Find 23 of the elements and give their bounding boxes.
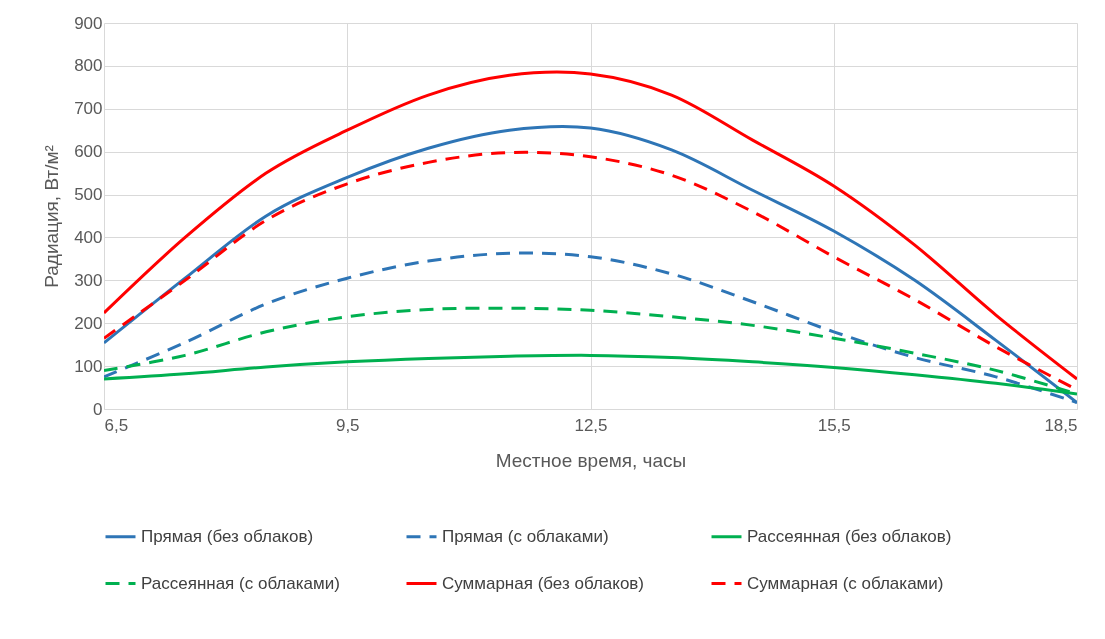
- y-tick-label: 200: [74, 313, 103, 333]
- y-axis-title: Радиация, Вт/м²: [41, 145, 63, 288]
- y-tick-label: 0: [93, 399, 103, 419]
- y-tick-label: 700: [74, 99, 103, 119]
- legend-label: Суммарная (без облаков): [442, 573, 645, 593]
- y-tick-label: 900: [74, 13, 103, 33]
- legend-label: Рассеянная (без облаков): [747, 526, 952, 546]
- y-tick-label: 100: [74, 356, 103, 376]
- legend-label: Прямая (с облаками): [442, 526, 609, 546]
- y-tick-label: 300: [74, 270, 103, 290]
- x-tick-label: 18,5: [1044, 415, 1078, 435]
- legend-label: Суммарная (с облаками): [747, 573, 944, 593]
- y-tick-label: 800: [74, 56, 103, 76]
- x-tick-label: 15,5: [817, 415, 851, 435]
- y-tick-label: 500: [74, 185, 103, 205]
- y-tick-label: 600: [74, 142, 103, 162]
- x-tick-label: 12,5: [574, 415, 608, 435]
- x-axis-title: Местное время, часы: [495, 449, 687, 471]
- y-tick-label: 400: [74, 227, 103, 247]
- legend-label: Рассеянная (с облаками): [141, 573, 340, 593]
- legend-label: Прямая (без облаков): [141, 526, 314, 546]
- x-tick-label: 9,5: [335, 415, 360, 435]
- x-tick-label: 6,5: [104, 415, 129, 435]
